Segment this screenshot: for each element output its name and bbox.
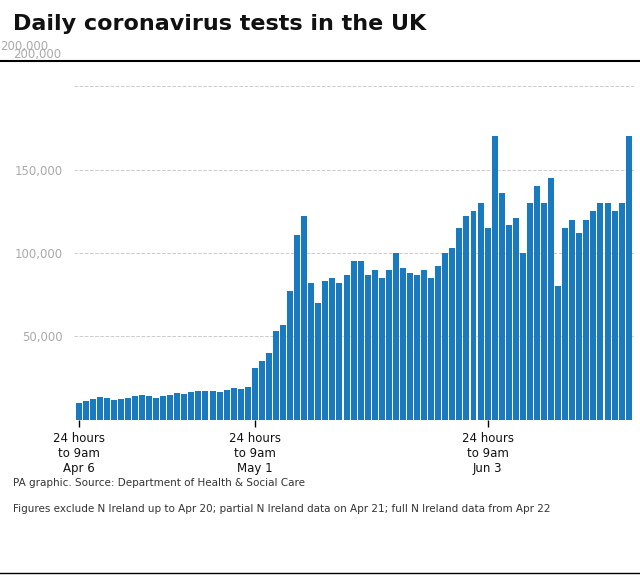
Bar <box>358 261 364 420</box>
Bar <box>534 186 540 420</box>
Bar <box>266 353 272 420</box>
Bar <box>605 203 611 420</box>
Bar <box>619 203 625 420</box>
Bar <box>90 399 95 420</box>
Bar <box>598 203 604 420</box>
Bar <box>548 178 554 420</box>
Bar <box>316 303 321 420</box>
Bar <box>351 261 356 420</box>
Bar <box>513 218 519 420</box>
Bar <box>209 391 216 420</box>
Bar <box>294 234 300 420</box>
Bar <box>230 388 237 420</box>
Bar <box>280 325 286 420</box>
Bar <box>245 387 251 420</box>
Bar <box>323 281 328 420</box>
Bar <box>386 270 392 420</box>
Bar <box>337 283 342 420</box>
Bar <box>273 331 279 420</box>
Bar <box>407 273 413 420</box>
Bar <box>188 392 195 420</box>
Bar <box>83 401 88 420</box>
Bar <box>174 393 180 420</box>
Bar <box>259 361 265 420</box>
Bar <box>160 397 166 420</box>
Bar <box>344 274 349 420</box>
Bar <box>118 399 124 420</box>
Bar <box>576 233 582 420</box>
Bar <box>287 291 293 420</box>
Bar <box>555 287 561 420</box>
Bar <box>379 278 385 420</box>
Bar <box>76 403 81 420</box>
Bar <box>132 397 138 420</box>
Text: Daily coronavirus tests in the UK: Daily coronavirus tests in the UK <box>13 14 426 35</box>
Text: PA graphic. Source: Department of Health & Social Care: PA graphic. Source: Department of Health… <box>13 478 305 488</box>
Bar <box>139 395 145 420</box>
Bar <box>456 228 462 420</box>
Bar <box>125 398 131 420</box>
Bar <box>195 391 202 420</box>
Bar <box>470 211 477 420</box>
Bar <box>520 253 526 420</box>
Bar <box>167 395 173 420</box>
Bar <box>541 203 547 420</box>
Bar <box>111 400 116 420</box>
Bar <box>372 270 378 420</box>
Bar <box>104 398 109 420</box>
Bar <box>583 219 589 420</box>
Bar <box>223 390 230 420</box>
Bar <box>527 203 533 420</box>
Bar <box>393 253 399 420</box>
Bar <box>202 391 209 420</box>
Bar <box>463 217 470 420</box>
Bar <box>153 398 159 420</box>
Bar <box>400 268 406 420</box>
Bar <box>562 228 568 420</box>
Text: Figures exclude N Ireland up to Apr 20; partial N Ireland data on Apr 21; full N: Figures exclude N Ireland up to Apr 20; … <box>13 504 550 514</box>
Bar <box>421 270 427 420</box>
Bar <box>612 211 618 420</box>
Bar <box>499 193 505 420</box>
Bar <box>146 395 152 420</box>
Text: 200,000: 200,000 <box>0 40 48 53</box>
Bar <box>414 274 420 420</box>
Bar <box>492 136 498 420</box>
Bar <box>435 266 441 420</box>
Bar <box>569 219 575 420</box>
Bar <box>506 225 512 420</box>
Bar <box>477 203 484 420</box>
Bar <box>330 278 335 420</box>
Bar <box>626 136 632 420</box>
Bar <box>181 394 188 420</box>
Bar <box>216 392 223 420</box>
Bar <box>308 283 314 420</box>
Bar <box>442 253 448 420</box>
Bar <box>97 397 102 420</box>
Bar <box>237 389 244 420</box>
Bar <box>252 368 258 420</box>
Bar <box>301 217 307 420</box>
Bar <box>484 228 491 420</box>
Bar <box>428 278 434 420</box>
Bar <box>365 274 371 420</box>
Bar <box>449 248 455 420</box>
Bar <box>591 211 596 420</box>
Text: 200,000: 200,000 <box>13 48 61 61</box>
